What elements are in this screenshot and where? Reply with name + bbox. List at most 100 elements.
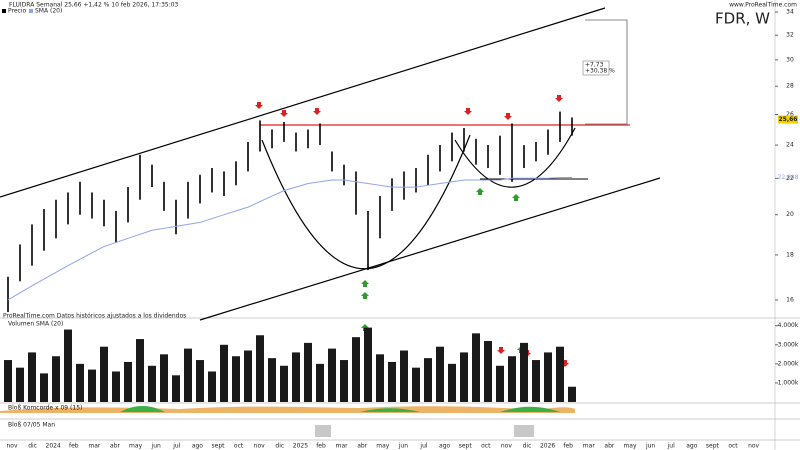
volume-bar bbox=[16, 367, 24, 402]
y-tick-label: 4.000k bbox=[778, 322, 799, 329]
volume-bar bbox=[520, 342, 528, 402]
x-tick-label: may bbox=[623, 443, 637, 450]
volume-bar bbox=[484, 340, 492, 402]
y-tick-label: 1.000k bbox=[778, 379, 799, 386]
cup-arc-small bbox=[454, 127, 576, 188]
sma-line bbox=[7, 176, 573, 301]
volume-legend: SMA (20) bbox=[36, 321, 63, 328]
y-tick-label: 2.000k bbox=[778, 360, 799, 367]
x-tick-label: feb bbox=[316, 443, 326, 450]
x-tick-label: dic bbox=[275, 443, 284, 450]
x-tick-label: ago bbox=[192, 443, 203, 450]
red-arrows bbox=[255, 95, 569, 367]
legend-swatch bbox=[2, 9, 6, 13]
volume-bar bbox=[160, 354, 168, 402]
x-tick-label: sept bbox=[212, 443, 226, 450]
y-tick-label: 18 bbox=[786, 251, 794, 258]
volume-bar bbox=[220, 344, 228, 402]
volume-bar bbox=[100, 346, 108, 402]
y-tick-label: 20 bbox=[786, 211, 794, 218]
y-tick-label: 28 bbox=[786, 83, 794, 90]
y-tick-label: 26 bbox=[786, 111, 794, 118]
volume-bar bbox=[496, 365, 504, 402]
x-tick-label: jun bbox=[151, 443, 161, 450]
volume-bar bbox=[40, 373, 48, 402]
x-tick-label: oct bbox=[481, 443, 491, 450]
volume-bar bbox=[112, 371, 120, 402]
legend-sma: SMA (20) bbox=[35, 8, 62, 15]
x-tick-label: 2024 bbox=[46, 443, 61, 450]
x-tick-label: abr bbox=[110, 443, 120, 450]
watermark: ProRealTime.com Datos históricos ajustad… bbox=[3, 313, 186, 320]
volume-bar bbox=[556, 346, 564, 402]
x-tick-label: ago bbox=[686, 443, 697, 450]
volume-bar bbox=[508, 356, 516, 402]
y-tick-label: 34 bbox=[786, 9, 794, 16]
target-bracket bbox=[585, 19, 628, 125]
symbol: FDR, W bbox=[715, 10, 770, 28]
x-tick-label: jul bbox=[419, 443, 427, 450]
x-tick-label: nov bbox=[6, 443, 17, 450]
volume-bar bbox=[124, 361, 132, 402]
x-tick-label: ago bbox=[439, 443, 450, 450]
volume-bar bbox=[232, 356, 240, 402]
volume-bar bbox=[244, 350, 252, 402]
channel-lower bbox=[199, 177, 661, 321]
y-tick-label: 16 bbox=[786, 296, 794, 303]
volume-bar bbox=[328, 348, 336, 402]
x-tick-label: nov bbox=[748, 443, 759, 450]
plot: 16 18 20 22 24 26 28 30 32 34 22,048 25,66 1.000k 2.0… bbox=[4, 9, 799, 450]
volume-bar bbox=[388, 361, 396, 402]
volume-bar bbox=[76, 363, 84, 402]
volume-bar bbox=[424, 358, 432, 402]
volume-bar bbox=[268, 358, 276, 402]
volume-bar bbox=[136, 339, 144, 402]
sma-label: 22,048 bbox=[778, 174, 799, 181]
volume-bar bbox=[4, 360, 12, 402]
volume-bar bbox=[148, 365, 156, 402]
x-tick-label: dic bbox=[28, 443, 37, 450]
volume-bar bbox=[256, 335, 264, 402]
cup-arc bbox=[261, 134, 471, 270]
x-tick-label: jun bbox=[645, 443, 655, 450]
target-box bbox=[582, 60, 610, 76]
volume-bar bbox=[172, 375, 180, 402]
x-tick-label: abr bbox=[604, 443, 614, 450]
channel-upper bbox=[0, 7, 606, 198]
volume-bar bbox=[184, 348, 192, 402]
x-tick-label: 2026 bbox=[540, 443, 555, 450]
y-tick-label: 24 bbox=[786, 142, 794, 149]
x-tick-label: jun bbox=[398, 443, 408, 450]
volume-bar bbox=[316, 363, 324, 402]
volume-bar bbox=[460, 352, 468, 402]
volume-bar bbox=[532, 360, 540, 402]
last-price-label: 25,66 bbox=[779, 116, 798, 123]
volume-bar bbox=[280, 365, 288, 402]
x-tick-label: 2025 bbox=[293, 443, 308, 450]
volume-bar bbox=[352, 337, 360, 402]
y-tick-label: 30 bbox=[786, 56, 794, 63]
volume-bar bbox=[88, 369, 96, 402]
last-price-box bbox=[778, 115, 798, 124]
volume-title: Volumen bbox=[8, 321, 34, 328]
volume-bar bbox=[544, 352, 552, 402]
ind2-title: Bloß 07/05 Man bbox=[8, 422, 55, 429]
x-tick-label: mar bbox=[583, 443, 596, 450]
volume-bar bbox=[28, 352, 36, 402]
volume-bar bbox=[400, 350, 408, 402]
volume-bar bbox=[568, 386, 576, 402]
indicator-area-green bbox=[120, 406, 560, 412]
volume-bar bbox=[472, 333, 480, 402]
volume-bar bbox=[448, 363, 456, 402]
volume-bar bbox=[376, 354, 384, 402]
volume-bar bbox=[412, 367, 420, 402]
volume-bar bbox=[340, 360, 348, 402]
x-tick-label: jul bbox=[172, 443, 180, 450]
x-tick-label: mar bbox=[88, 443, 101, 450]
x-tick-label: oct bbox=[234, 443, 244, 450]
volume-bar bbox=[304, 342, 312, 402]
x-tick-label: may bbox=[376, 443, 390, 450]
target-text: +30,38 % bbox=[585, 68, 615, 75]
volume-bar bbox=[292, 352, 300, 402]
indicator-stripes bbox=[315, 425, 534, 437]
